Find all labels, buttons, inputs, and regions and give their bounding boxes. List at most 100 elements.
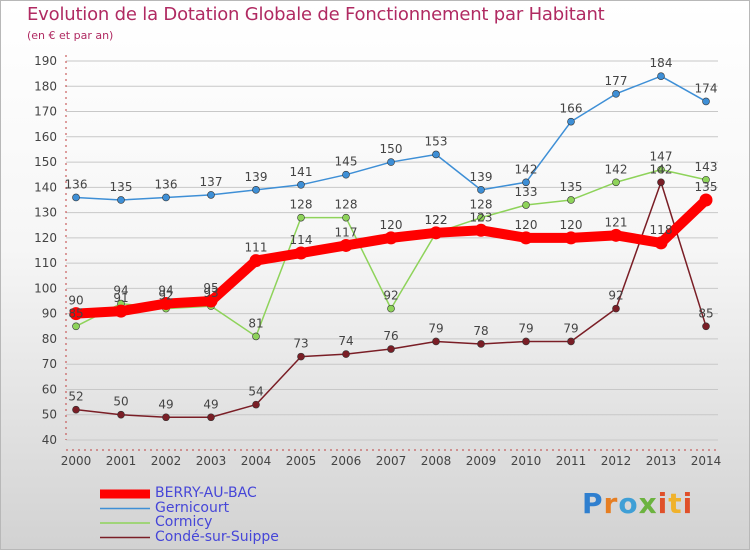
data-label: 92: [158, 289, 173, 303]
data-label: 123: [470, 210, 493, 224]
data-point: [117, 196, 125, 204]
data-label: 73: [293, 337, 308, 351]
data-point: [657, 165, 665, 174]
data-point: [72, 405, 80, 414]
data-point: [519, 231, 533, 245]
y-tick-label: 160: [34, 130, 57, 144]
data-point: [567, 196, 575, 204]
y-tick-label: 140: [34, 180, 57, 194]
data-label: 135: [695, 180, 718, 194]
data-point: [342, 213, 350, 222]
data-label: 50: [113, 395, 128, 409]
data-label: 142: [515, 162, 538, 176]
data-point: [252, 400, 260, 409]
data-label: 120: [515, 218, 538, 232]
data-label: 135: [560, 180, 583, 194]
data-label: 139: [245, 170, 268, 184]
data-label: 92: [383, 289, 398, 303]
data-label: 133: [515, 185, 538, 199]
y-tick-label: 190: [34, 54, 57, 68]
data-label: 122: [425, 213, 448, 227]
data-label: 145: [335, 155, 358, 169]
y-tick-label: 110: [34, 256, 57, 270]
data-point: [612, 304, 620, 313]
y-tick-label: 40: [42, 433, 57, 447]
data-point: [654, 236, 668, 250]
data-point: [699, 193, 713, 207]
x-tick-label: 2004: [241, 454, 272, 468]
data-label: 76: [383, 329, 398, 343]
data-label: 92: [608, 289, 623, 303]
y-tick-label: 130: [34, 206, 57, 220]
logo-letter: x: [638, 487, 658, 520]
data-label: 128: [290, 198, 313, 212]
data-point: [432, 337, 440, 346]
data-label: 120: [560, 218, 583, 232]
y-tick-label: 150: [34, 155, 57, 169]
data-label: 79: [518, 321, 533, 335]
x-tick-label: 2006: [331, 454, 362, 468]
data-label: 118: [650, 223, 673, 237]
data-label: 85: [68, 306, 83, 320]
data-point: [342, 170, 350, 179]
data-label: 166: [560, 102, 583, 116]
data-point: [159, 297, 173, 311]
data-point: [609, 228, 623, 242]
data-label: 121: [605, 215, 628, 229]
logo-letter: r: [603, 487, 619, 520]
data-label: 135: [110, 180, 133, 194]
data-label: 94: [113, 284, 128, 298]
data-label: 91: [113, 291, 128, 305]
data-label: 128: [470, 198, 493, 212]
data-label: 147: [650, 150, 673, 164]
logo-letter: i: [657, 487, 669, 520]
data-point: [297, 352, 305, 361]
data-point: [564, 231, 578, 245]
data-label: 136: [65, 177, 88, 191]
data-point: [657, 178, 665, 187]
x-tick-label: 2010: [511, 454, 542, 468]
data-point: [702, 97, 710, 106]
x-tick-label: 2007: [376, 454, 407, 468]
data-point: [249, 254, 263, 268]
data-label: 117: [335, 225, 358, 239]
data-point: [384, 231, 398, 245]
y-tick-label: 50: [42, 408, 57, 422]
data-label: 174: [695, 81, 718, 95]
data-label: 78: [473, 324, 488, 338]
x-tick-label: 2000: [61, 454, 92, 468]
data-point: [702, 175, 710, 184]
data-point: [522, 201, 530, 209]
data-label: 95: [203, 281, 218, 295]
data-point: [387, 158, 395, 166]
data-point: [474, 223, 488, 237]
proxiti-logo: Proxiti: [582, 487, 693, 520]
x-tick-label: 2001: [106, 454, 137, 468]
data-point: [612, 90, 620, 98]
legend-label: Gernicourt: [155, 499, 230, 516]
x-tick-label: 2013: [646, 454, 677, 468]
data-point: [477, 340, 485, 348]
data-point: [477, 213, 485, 222]
data-label: 114: [290, 233, 313, 247]
data-point: [477, 186, 485, 194]
legend-label: BERRY-AU-BAC: [155, 485, 257, 501]
data-point: [429, 226, 443, 240]
data-label: 79: [428, 321, 443, 335]
data-label: 139: [470, 170, 493, 184]
data-point: [567, 337, 575, 346]
data-point: [387, 304, 395, 313]
data-point: [72, 193, 80, 202]
data-point: [387, 345, 395, 353]
y-tick-label: 100: [34, 281, 57, 295]
chart-subtitle: (en € et par an): [27, 29, 114, 42]
data-point: [69, 307, 83, 321]
logo-letter: P: [582, 487, 604, 520]
data-point: [252, 186, 260, 194]
data-label: 177: [605, 74, 628, 88]
data-point: [72, 322, 80, 331]
x-tick-label: 2012: [601, 454, 632, 468]
data-label: 54: [248, 385, 263, 399]
data-label: 93: [203, 286, 218, 300]
data-point: [612, 178, 620, 187]
